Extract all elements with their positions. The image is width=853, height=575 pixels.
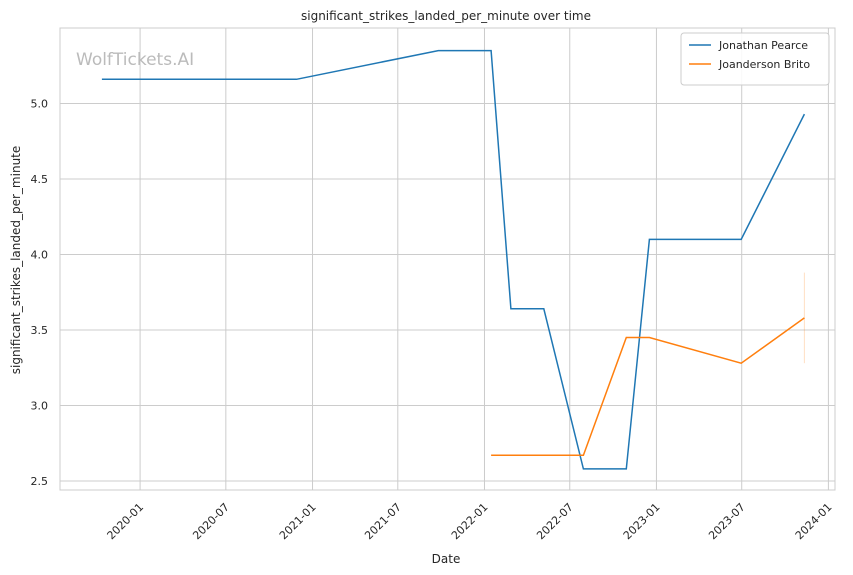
series-line [491, 317, 805, 457]
legend-label: Jonathan Pearce [718, 39, 808, 52]
y-tick-label: 3.0 [31, 399, 49, 412]
gridlines [60, 28, 835, 490]
watermark-group: WolfTickets.AI [76, 50, 194, 70]
watermark: WolfTickets.AI [76, 50, 194, 70]
y-tick-labels: 2.5 3.0 3.5 4.0 4.5 5.0 [31, 97, 49, 487]
y-tick-label: 5.0 [31, 97, 49, 110]
legend-label: Joanderson Brito [718, 58, 810, 71]
y-tick-label: 3.5 [31, 324, 49, 337]
series-line [101, 49, 806, 470]
legend-box [680, 32, 830, 86]
y-tick-label: 4.5 [31, 173, 49, 186]
series-group [101, 49, 806, 470]
y-tick-label: 4.0 [31, 248, 49, 261]
chart-title: significant_strikes_landed_per_minute ov… [301, 9, 591, 23]
legend: Jonathan Pearce Joanderson Brito [680, 32, 830, 86]
plot-frame [59, 27, 836, 491]
y-axis-label: significant_strikes_landed_per_minute [9, 146, 23, 375]
y-tick-label: 2.5 [31, 475, 49, 488]
x-axis-label: Date [432, 552, 461, 566]
